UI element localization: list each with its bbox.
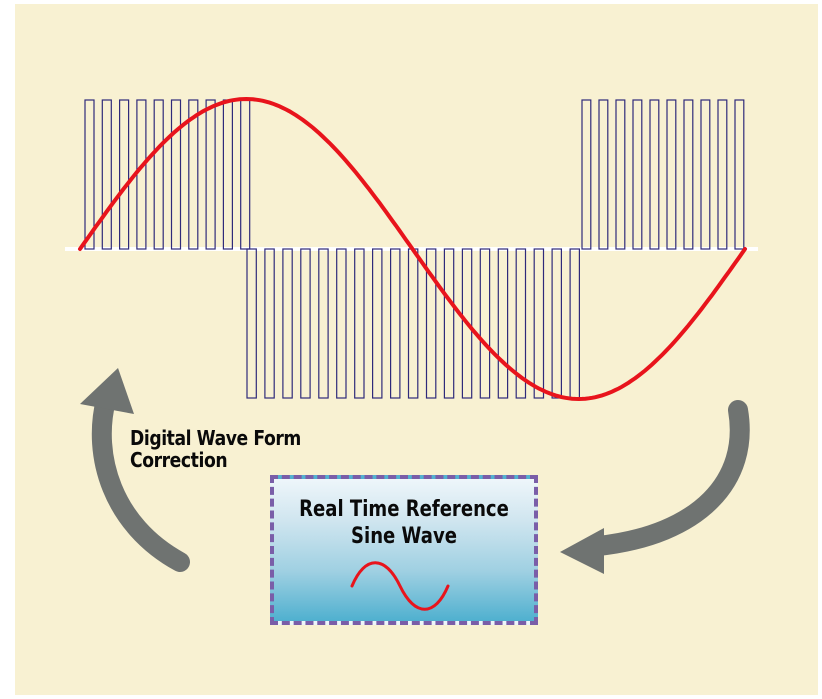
pwm-pulse xyxy=(170,99,182,250)
correction-label-line2: Correction xyxy=(130,448,228,472)
pwm-pulse xyxy=(598,99,609,250)
pwm-pulse xyxy=(425,248,437,399)
pwm-pulse xyxy=(569,248,580,399)
reference-title-line2: Sine Wave xyxy=(351,524,457,549)
pwm-pulse xyxy=(264,248,275,399)
curved-arrow-left-icon xyxy=(560,400,750,574)
pwm-pulse xyxy=(479,248,491,399)
pwm-pulse xyxy=(84,99,95,250)
pwm-pulse xyxy=(205,99,216,250)
pwm-pulse xyxy=(101,99,112,250)
sine-wave-icon xyxy=(350,561,450,611)
pwm-pulse xyxy=(222,99,233,250)
pwm-pulse xyxy=(300,248,311,399)
pwm-pulse xyxy=(497,248,509,399)
pwm-pulse xyxy=(390,248,401,399)
pwm-pulse xyxy=(649,99,660,250)
pwm-pulse xyxy=(246,248,257,399)
pwm-pulse xyxy=(240,99,251,250)
pwm-pulse xyxy=(118,99,130,250)
pwm-pulse xyxy=(282,248,293,399)
reference-box: Real Time Reference Sine Wave xyxy=(270,475,538,625)
pwm-pulse xyxy=(700,99,711,250)
pwm-pulse xyxy=(461,248,473,399)
reference-title-line1: Real Time Reference xyxy=(299,497,509,522)
pwm-pulse xyxy=(188,99,199,250)
pwm-pulse xyxy=(354,248,365,399)
pwm-pulse xyxy=(372,248,383,399)
pwm-pulse xyxy=(581,99,592,250)
pwm-pulse xyxy=(632,99,643,250)
pwm-pulses-positive-right xyxy=(581,99,745,250)
pwm-pulse xyxy=(734,99,745,250)
pwm-pulse xyxy=(443,248,455,399)
pwm-pulse xyxy=(515,248,527,399)
curved-arrow-up-icon xyxy=(80,368,190,572)
correction-label: Digital Wave Form Correction xyxy=(130,427,301,471)
sine-wave-curve xyxy=(78,96,747,402)
pwm-pulse xyxy=(318,248,329,399)
correction-label-line1: Digital Wave Form xyxy=(130,426,301,450)
pwm-pulses-negative xyxy=(246,248,580,399)
pwm-pulse xyxy=(136,99,147,250)
pwm-pulse xyxy=(336,248,347,399)
pwm-pulse xyxy=(615,99,626,250)
pwm-pulse xyxy=(153,99,164,250)
pwm-pulse xyxy=(407,248,419,399)
pwm-pulse xyxy=(666,99,677,250)
pwm-pulse xyxy=(717,99,728,250)
pwm-pulses-positive-left xyxy=(84,99,251,250)
pwm-pulse xyxy=(533,248,545,399)
pwm-pulse xyxy=(551,248,562,399)
pwm-pulse xyxy=(683,99,694,250)
